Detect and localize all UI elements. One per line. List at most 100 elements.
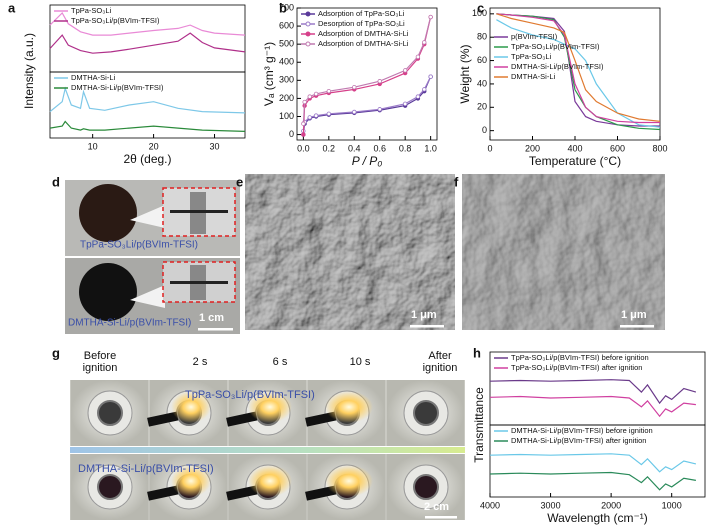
x-tick-label: 3000 — [541, 500, 561, 510]
x-tick-label: 0 — [487, 143, 492, 153]
x-tick-label: 600 — [610, 143, 625, 153]
legend-label: TpPa-SO₃Li — [511, 52, 551, 61]
lighter — [147, 485, 179, 501]
legend-label: TpPa-SO₃Li/p(BVIm-TFSI) — [71, 16, 160, 25]
data-point — [352, 84, 357, 90]
x-axis-label: P / P₀ — [352, 154, 383, 168]
series-line — [496, 19, 661, 128]
y-tick-label: 300 — [279, 75, 294, 85]
lighter — [226, 411, 258, 427]
series-line — [496, 13, 661, 122]
y-tick-label: 500 — [279, 39, 294, 49]
y-axis-label: Intensity (a.u.) — [22, 33, 36, 109]
flame — [248, 465, 292, 497]
column-header: After ignition — [422, 350, 458, 374]
data-point — [302, 99, 307, 105]
legend-label: DMTHA-Si-Li/p(BVIm-TFSI) — [71, 83, 164, 92]
legend-label: TpPa-SO₃Li/p(BVIm-TFSI) after ignition — [511, 363, 642, 372]
data-point — [377, 107, 382, 112]
legend-label: DMTHA-Si-Li/p(BVIm-TFSI) after ignition — [511, 436, 646, 445]
series-line — [49, 12, 246, 36]
series-line — [496, 13, 661, 131]
panel-letter: e — [236, 174, 243, 189]
plot-frame — [296, 7, 438, 141]
sample-label: DMTHA-Si-Li/p(BVIm-TFSI) — [78, 463, 214, 475]
panel-letter: g — [52, 345, 60, 360]
data-point — [415, 94, 421, 99]
series-line — [489, 471, 697, 491]
legend-label: TpPa-SO₃Li/p(BVIm-TFSI) — [511, 42, 600, 51]
legend-label: Adsorption of DMTHA-Si-Li — [318, 29, 409, 38]
lighter — [305, 411, 337, 427]
scale-bar — [620, 325, 654, 328]
series-line — [49, 32, 246, 54]
y-tick-label: 100 — [472, 8, 487, 18]
flame — [171, 465, 211, 497]
data-point — [307, 115, 312, 120]
data-point — [326, 88, 332, 94]
sample-disc — [413, 400, 439, 426]
x-tick-label: 1.0 — [424, 143, 437, 153]
legend-label: DMTHA-Si-Li — [511, 72, 555, 81]
y-tick-label: 60 — [477, 55, 487, 65]
legend-marker — [305, 41, 311, 47]
panel-letter: f — [454, 174, 459, 189]
flame — [325, 391, 373, 423]
data-point — [307, 94, 312, 99]
legend-label: DMTHA-Si-Li/p(BVIm-TFSI) — [511, 62, 604, 71]
x-tick-label: 30 — [210, 141, 220, 151]
y-axis-label: Transmittance — [472, 387, 486, 463]
y-axis-label: Vₐ (cm³ g⁻¹) — [262, 42, 276, 106]
data-point — [301, 132, 306, 137]
data-point — [402, 101, 408, 107]
data-point — [402, 68, 408, 73]
panel-letter: h — [473, 345, 481, 360]
x-tick-label: 10 — [88, 141, 98, 151]
x-tick-label: 2000 — [601, 500, 621, 510]
lighter — [226, 485, 258, 501]
x-tick-label: 1000 — [662, 500, 682, 510]
column-header: 6 s — [272, 356, 288, 368]
legend-label: TpPa-SO₃Li — [71, 6, 111, 15]
x-tick-label: 4000 — [480, 500, 500, 510]
legend-label: DMTHA-Si-Li — [71, 73, 115, 82]
scale-label: 1 cm — [199, 312, 224, 324]
legend-label: DMTHA-Si-Li/p(BVIm-TFSI) before ignition — [511, 426, 653, 435]
y-tick-label: 200 — [279, 93, 294, 103]
lighter — [305, 485, 337, 501]
sample-label: TpPa-SO₃Li/p(BVIm-TFSI) — [185, 389, 315, 401]
x-tick-label: 400 — [567, 143, 582, 153]
scale-label: 2 cm — [424, 501, 449, 513]
y-tick-label: 20 — [477, 102, 487, 112]
y-tick-label: 0 — [482, 125, 487, 135]
y-tick-label: 80 — [477, 32, 487, 42]
data-point — [428, 74, 433, 79]
panel-letter: c — [477, 0, 484, 15]
series-line — [489, 379, 697, 405]
series-line — [489, 395, 696, 418]
x-tick-label: 0.6 — [373, 143, 386, 153]
scale-bar — [410, 325, 444, 328]
data-point — [422, 40, 427, 45]
flame — [325, 465, 373, 497]
legend-label: TpPa-SO₃Li/p(BVIm-TFSI) before ignition — [511, 353, 649, 362]
series-line — [489, 453, 697, 473]
lighter — [147, 411, 179, 427]
legend-marker — [305, 21, 311, 27]
data-point — [301, 121, 306, 126]
x-tick-label: 0.4 — [348, 143, 361, 153]
series-line — [302, 76, 432, 135]
series-line — [49, 86, 246, 114]
scale-label: 1 μm — [411, 309, 437, 321]
y-axis-label: Weight (%) — [458, 44, 472, 103]
panel-letter: d — [52, 174, 60, 189]
series-line — [49, 120, 246, 132]
legend-label: Adsorption of TpPa-SO₃Li — [318, 9, 405, 18]
photo-d — [65, 180, 240, 334]
legend-label: Desorption of TpPa-SO₃Li — [318, 19, 405, 28]
sample-disc — [97, 474, 123, 500]
sample-label: TpPa-SO₃Li/p(BVIm-TFSI) — [80, 240, 198, 251]
photo-g — [70, 380, 465, 520]
